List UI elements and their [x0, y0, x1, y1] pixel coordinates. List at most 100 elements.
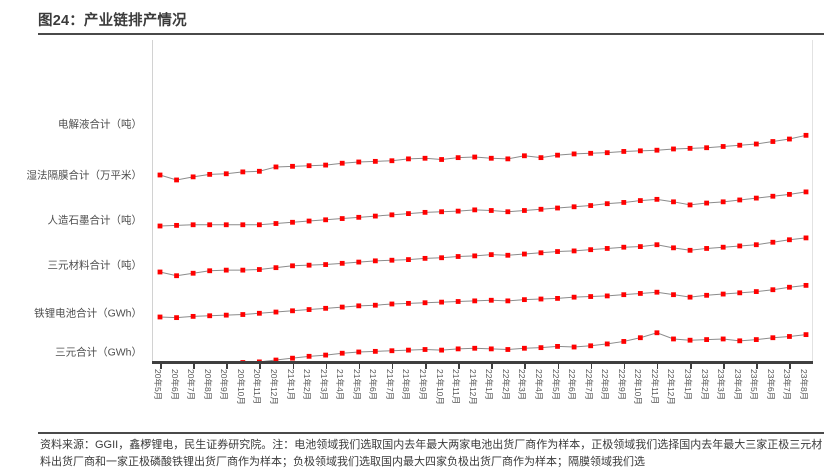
x-axis-label: 23年1月 — [683, 369, 694, 401]
data-point-marker — [687, 145, 693, 151]
x-axis-tick — [160, 364, 162, 369]
data-point-marker — [720, 244, 726, 250]
data-point-marker — [422, 209, 428, 215]
data-point-marker — [339, 304, 345, 310]
data-point-marker — [439, 347, 444, 353]
title-divider — [38, 33, 824, 35]
x-axis-label: 20年6月 — [169, 369, 180, 401]
series-axis-label-5: 铁锂电池合计（GWh） — [34, 307, 142, 320]
data-point-marker — [720, 291, 726, 297]
data-point-marker — [555, 296, 560, 301]
line-chart-svg — [157, 132, 809, 362]
data-point-marker — [256, 310, 262, 316]
x-axis-tick — [690, 364, 692, 369]
data-point-marker — [488, 252, 494, 258]
x-axis-label: 21年2月 — [302, 369, 313, 401]
data-point-marker — [753, 337, 759, 342]
data-point-marker — [671, 245, 676, 251]
data-point-marker — [472, 253, 478, 259]
data-point-marker — [803, 282, 809, 288]
series-axis-label-4: 三元材料合计（吨） — [47, 259, 143, 272]
data-point-marker — [637, 291, 643, 296]
data-point-marker — [422, 347, 428, 352]
data-point-marker — [290, 308, 295, 314]
data-point-marker — [621, 339, 627, 344]
data-point-marker — [737, 243, 743, 249]
x-axis-label: 22年11月 — [649, 369, 660, 405]
data-point-marker — [174, 177, 179, 183]
data-point-marker — [306, 218, 312, 224]
data-point-marker — [555, 152, 560, 158]
data-point-marker — [472, 345, 478, 351]
data-point-marker — [787, 237, 792, 243]
data-point-marker — [356, 303, 362, 309]
x-axis-tick — [325, 364, 328, 369]
data-point-marker — [439, 255, 444, 261]
data-point-marker — [240, 222, 246, 228]
data-point-marker — [389, 301, 395, 307]
x-axis-label: 23年2月 — [699, 369, 710, 401]
data-point-marker — [323, 262, 329, 267]
data-point-marker — [306, 262, 312, 268]
data-point-marker — [538, 155, 544, 161]
x-axis-label: 20年12月 — [268, 369, 279, 405]
data-point-marker — [190, 270, 196, 276]
data-point-marker — [273, 265, 279, 271]
data-point-marker — [770, 239, 776, 245]
data-point-marker — [555, 205, 560, 211]
x-axis-label: 23年7月 — [782, 369, 793, 401]
series-axis-label-6: 三元合计（GWh） — [55, 346, 142, 359]
data-point-marker — [505, 347, 511, 352]
data-point-marker — [704, 145, 710, 151]
data-point-marker — [455, 208, 461, 214]
x-axis-label: 20年5月 — [153, 369, 163, 401]
x-axis-label: 22年4月 — [533, 369, 544, 401]
data-point-marker — [704, 246, 710, 251]
data-point-marker — [356, 349, 362, 355]
series-line — [159, 191, 807, 227]
data-point-marker — [422, 300, 428, 306]
data-point-marker — [803, 235, 809, 241]
data-point-marker — [273, 357, 279, 362]
data-point-marker — [174, 273, 179, 279]
x-axis-label: 22年12月 — [666, 369, 677, 405]
data-point-marker — [190, 313, 196, 319]
data-point-marker — [522, 297, 527, 303]
data-point-marker — [770, 193, 776, 199]
data-point-marker — [306, 163, 312, 169]
data-point-marker — [356, 159, 362, 165]
x-axis-ticks — [152, 364, 813, 369]
data-point-marker — [571, 204, 577, 210]
x-axis-label: 21年6月 — [368, 369, 379, 401]
data-point-marker — [472, 298, 478, 304]
data-point-marker — [455, 254, 461, 259]
data-point-marker — [588, 150, 594, 156]
data-point-marker — [737, 338, 743, 344]
data-point-marker — [174, 315, 179, 321]
series-line — [159, 284, 807, 319]
data-point-marker — [787, 136, 792, 142]
data-point-marker — [637, 198, 643, 203]
data-point-marker — [621, 149, 627, 154]
series-4 — [157, 282, 809, 321]
data-point-marker — [406, 156, 411, 162]
x-axis-label: 21年4月 — [335, 369, 346, 401]
series-2 — [157, 189, 809, 229]
series-line — [243, 332, 807, 362]
data-point-marker — [555, 344, 560, 349]
series-1 — [157, 132, 809, 183]
data-point-marker — [356, 259, 362, 265]
x-axis-label: 21年7月 — [384, 369, 395, 401]
plot-left-border — [152, 40, 153, 362]
x-axis-tick — [756, 364, 758, 369]
data-point-marker — [737, 197, 743, 203]
data-point-marker — [604, 150, 610, 156]
data-point-marker — [290, 263, 295, 269]
x-axis-tick — [656, 364, 659, 369]
x-axis-label: 23年5月 — [749, 369, 760, 401]
data-point-marker — [240, 169, 246, 175]
x-axis-label: 20年8月 — [202, 369, 213, 401]
x-axis-tick — [391, 364, 394, 369]
data-point-marker — [753, 242, 759, 248]
data-point-marker — [389, 158, 395, 164]
